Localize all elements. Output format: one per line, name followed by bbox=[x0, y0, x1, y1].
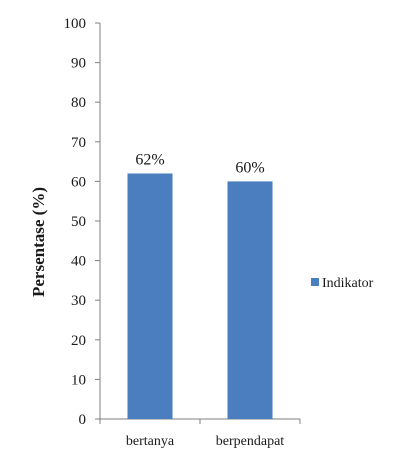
y-tick-label: 0 bbox=[79, 412, 87, 428]
y-tick-label: 30 bbox=[71, 293, 86, 309]
category-label: bertanya bbox=[126, 434, 175, 449]
data-label: 60% bbox=[235, 159, 264, 176]
category-labels: bertanya berpendapat bbox=[126, 434, 284, 449]
y-tick-label: 80 bbox=[71, 95, 86, 111]
legend-swatch bbox=[311, 278, 319, 286]
bar-bertanya bbox=[127, 173, 173, 419]
y-tick-label: 60 bbox=[71, 174, 86, 190]
y-tick-label: 70 bbox=[71, 135, 86, 151]
y-tick-label: 90 bbox=[71, 56, 86, 72]
y-axis: 0 10 20 30 40 50 60 70 80 90 100 bbox=[64, 16, 101, 428]
legend: Indikator bbox=[311, 276, 374, 291]
y-axis-title: Persentase (%) bbox=[29, 187, 48, 297]
y-tick-label: 40 bbox=[71, 254, 86, 270]
x-axis bbox=[99, 418, 301, 424]
bars bbox=[127, 173, 273, 419]
y-tick-label: 20 bbox=[71, 333, 86, 349]
category-label: berpendapat bbox=[216, 434, 285, 449]
data-labels: 62% 60% bbox=[135, 151, 264, 176]
legend-label: Indikator bbox=[322, 276, 374, 291]
y-tick-label: 10 bbox=[71, 372, 86, 388]
y-tick-label: 50 bbox=[71, 214, 86, 230]
data-label: 62% bbox=[135, 151, 164, 168]
bar-berpendapat bbox=[227, 181, 273, 419]
y-tick-label: 100 bbox=[64, 16, 87, 32]
